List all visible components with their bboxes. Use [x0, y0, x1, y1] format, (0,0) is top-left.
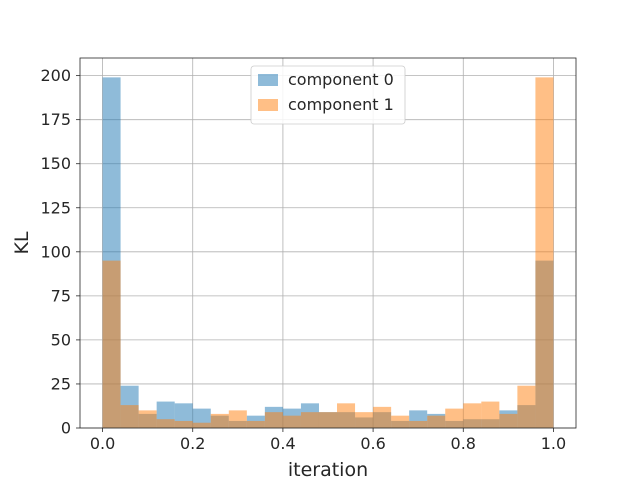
y-axis-label: KL: [11, 231, 33, 254]
x-axis-label: iteration: [288, 459, 368, 480]
legend-label: component 1: [288, 95, 394, 114]
histogram-bar: [264, 412, 283, 428]
x-tick-label: 1.0: [541, 434, 566, 453]
histogram-bar: [156, 419, 175, 428]
histogram-bar: [373, 406, 392, 428]
y-tick-label: 150: [40, 154, 71, 173]
histogram-bar: [535, 77, 554, 428]
x-tick-label: 0.8: [451, 434, 476, 453]
histogram-bar: [391, 415, 410, 428]
y-tick-label: 50: [51, 330, 71, 349]
y-tick-label: 200: [40, 66, 71, 85]
histogram-bar: [246, 420, 265, 428]
x-tick-label: 0.6: [360, 434, 385, 453]
y-tick-label: 125: [40, 198, 71, 217]
histogram-bar: [463, 403, 482, 428]
legend-label: component 0: [288, 70, 394, 89]
legend-box: [250, 65, 406, 125]
y-tick-label: 0: [61, 419, 71, 438]
histogram-bar: [210, 413, 229, 428]
histogram-bar: [282, 415, 301, 428]
axis-ticks: 0.0 0.2 0.4 0.6 0.8 1.0 0 25 50 75 100 125 150 175 200: [40, 66, 566, 453]
histogram-bar: [517, 385, 536, 428]
histogram-bar: [192, 422, 211, 428]
histogram-bar: [355, 412, 374, 428]
legend-swatch: [258, 99, 278, 111]
bars: [102, 77, 554, 428]
histogram-bar: [120, 405, 139, 428]
histogram-bar: [499, 413, 518, 428]
series-1-bars: [102, 77, 554, 428]
histogram-bar: [228, 410, 247, 428]
legend-swatch: [258, 74, 278, 86]
histogram-bar: [138, 410, 157, 428]
histogram-bar: [481, 401, 500, 428]
histogram-bar: [318, 412, 338, 428]
histogram-bar: [300, 412, 319, 428]
legend: component 0 component 1: [250, 65, 406, 125]
histogram-bar: [445, 408, 464, 428]
x-tick-label: 0.0: [90, 434, 115, 453]
x-tick-label: 0.4: [270, 434, 295, 453]
y-tick-label: 100: [40, 242, 71, 261]
y-tick-label: 75: [51, 286, 71, 305]
histogram-bar: [174, 420, 193, 428]
histogram-bar: [409, 420, 428, 428]
y-tick-label: 175: [40, 110, 71, 129]
plot-frame: [79, 57, 577, 429]
x-tick-label: 0.2: [180, 434, 205, 453]
histogram-bar: [337, 403, 356, 428]
y-tick-label: 25: [51, 374, 71, 393]
histogram-bar: [102, 260, 121, 428]
histogram-bar: [427, 415, 446, 428]
